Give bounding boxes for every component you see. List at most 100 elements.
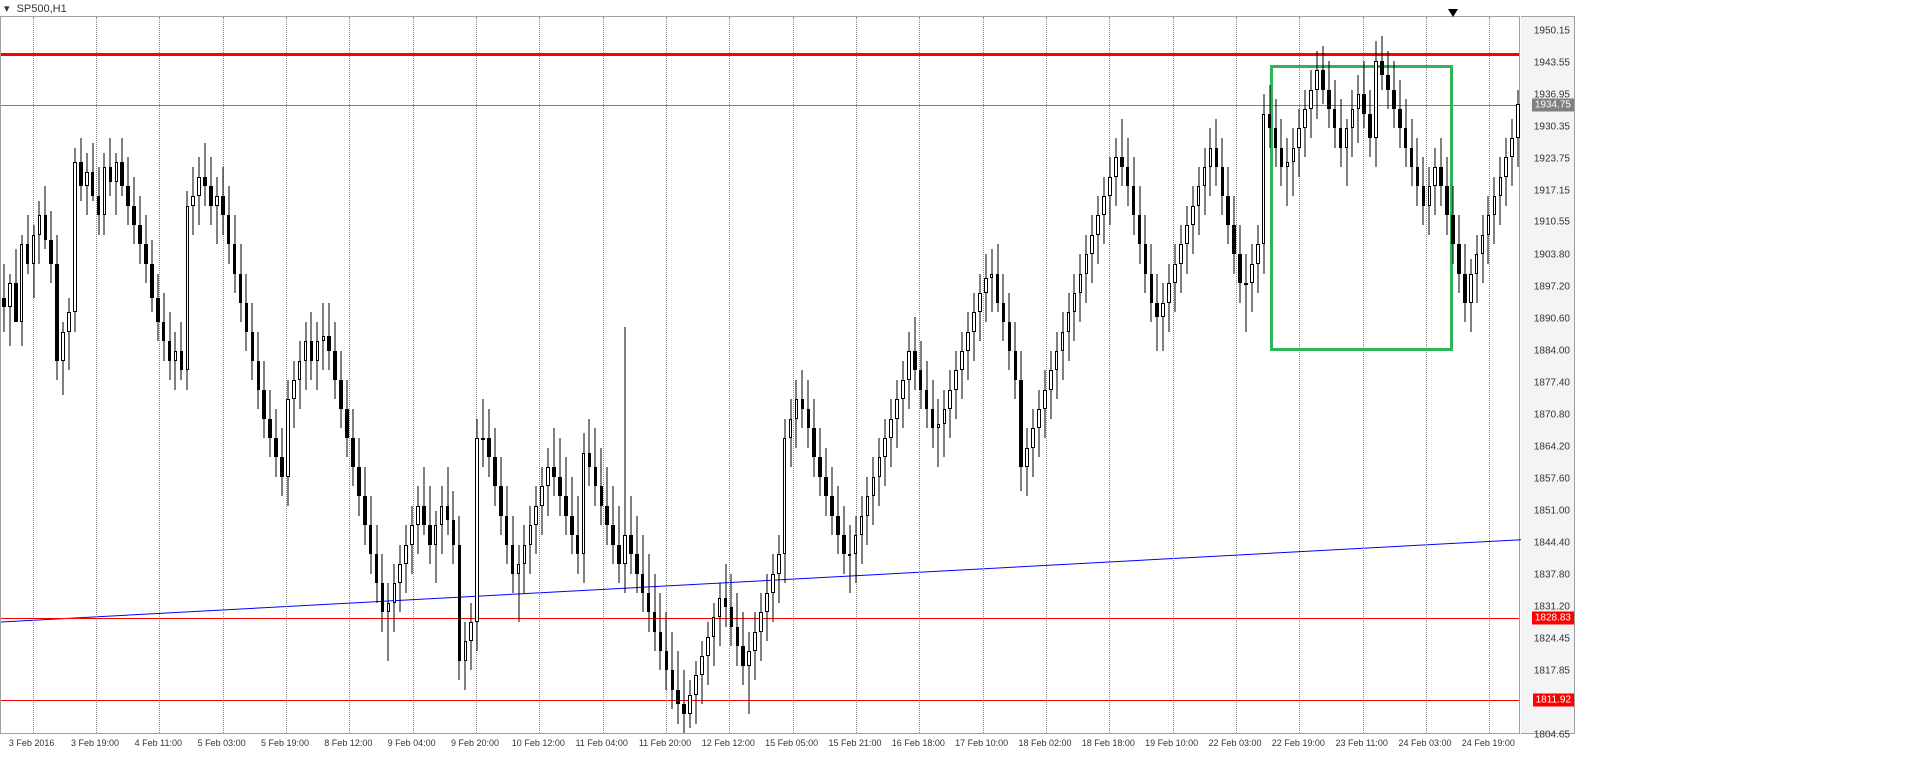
y-axis-tick: 1824.45	[1534, 634, 1570, 645]
candlestick	[103, 17, 107, 735]
candlestick	[570, 17, 574, 735]
y-axis-tick: 1890.60	[1534, 314, 1570, 325]
candlestick	[32, 17, 36, 735]
candlestick	[422, 17, 426, 735]
candlestick	[1422, 17, 1426, 735]
candlestick	[162, 17, 166, 735]
candlestick	[1286, 17, 1290, 735]
candlestick	[948, 17, 952, 735]
y-axis-tick: 1817.85	[1534, 666, 1570, 677]
candlestick	[345, 17, 349, 735]
candlestick	[292, 17, 296, 735]
candlestick	[1120, 17, 1124, 735]
y-axis[interactable]: 1950.151943.551936.951930.351923.751917.…	[1521, 16, 1575, 734]
candlestick	[688, 17, 692, 735]
y-axis-tick: 1930.35	[1534, 121, 1570, 132]
candlestick	[978, 17, 982, 735]
candlestick	[1433, 17, 1437, 735]
candlestick	[972, 17, 976, 735]
candlestick	[120, 17, 124, 735]
candlestick	[534, 17, 538, 735]
price-tag: 1934.75	[1532, 99, 1574, 112]
candlestick	[393, 17, 397, 735]
candlestick	[1061, 17, 1065, 735]
candlestick	[410, 17, 414, 735]
candlestick	[712, 17, 716, 735]
candlestick	[1416, 17, 1420, 735]
candlestick	[641, 17, 645, 735]
y-axis-tick: 1870.80	[1534, 409, 1570, 420]
x-axis-tick: 10 Feb 12:00	[512, 738, 565, 748]
candlestick	[1215, 17, 1219, 735]
candlestick	[280, 17, 284, 735]
candlestick	[789, 17, 793, 735]
candlestick	[960, 17, 964, 735]
x-axis-tick: 18 Feb 18:00	[1082, 738, 1135, 748]
candlestick	[375, 17, 379, 735]
candlestick	[505, 17, 509, 735]
candlestick	[1226, 17, 1230, 735]
chart-title-bar: ▾ SP500,H1	[4, 2, 67, 15]
x-axis-tick: 23 Feb 11:00	[1335, 738, 1387, 748]
candlestick	[481, 17, 485, 735]
candlestick	[351, 17, 355, 735]
chart-container: ▾ SP500,H1 1950.151943.551936.951930.351…	[0, 0, 1912, 769]
candlestick	[49, 17, 53, 735]
candlestick	[907, 17, 911, 735]
grid-line-vertical	[1236, 17, 1237, 733]
candlestick	[801, 17, 805, 735]
candlestick	[1238, 17, 1242, 735]
candlestick	[1469, 17, 1473, 735]
x-axis[interactable]: 3 Feb 20163 Feb 19:004 Feb 11:005 Feb 03…	[0, 734, 1520, 750]
candlestick	[1321, 17, 1325, 735]
candlestick	[2, 17, 6, 735]
dropdown-arrow-icon[interactable]: ▾	[4, 2, 10, 15]
candlestick	[1014, 17, 1018, 735]
candlestick	[1185, 17, 1189, 735]
x-axis-tick: 22 Feb 19:00	[1272, 738, 1325, 748]
x-axis-tick: 4 Feb 11:00	[135, 738, 182, 748]
candlestick	[180, 17, 184, 735]
candlestick	[1167, 17, 1171, 735]
candlestick	[878, 17, 882, 735]
candlestick	[1374, 17, 1378, 735]
x-axis-tick: 11 Feb 20:00	[639, 738, 691, 748]
candlestick	[1102, 17, 1106, 735]
candlestick	[848, 17, 852, 735]
candlestick	[404, 17, 408, 735]
price-tag: 1828.83	[1532, 611, 1574, 624]
candlestick	[1250, 17, 1254, 735]
candlestick	[8, 17, 12, 735]
candlestick	[1439, 17, 1443, 735]
candlestick	[475, 17, 479, 735]
y-axis-tick: 1877.40	[1534, 377, 1570, 388]
candlestick	[665, 17, 669, 735]
candlestick	[1055, 17, 1059, 735]
candlestick	[1327, 17, 1331, 735]
candlestick	[860, 17, 864, 735]
candlestick	[26, 17, 30, 735]
y-axis-tick: 1831.20	[1534, 601, 1570, 612]
candlestick	[1345, 17, 1349, 735]
candlestick	[582, 17, 586, 735]
candlestick	[1079, 17, 1083, 735]
marker-arrow-icon	[1448, 9, 1458, 17]
candlestick	[215, 17, 219, 735]
chart-plot-area[interactable]	[0, 16, 1520, 734]
candlestick	[1351, 17, 1355, 735]
candlestick	[895, 17, 899, 735]
candlestick	[132, 17, 136, 735]
candlestick	[818, 17, 822, 735]
candlestick	[310, 17, 314, 735]
candlestick	[1025, 17, 1029, 735]
y-axis-tick: 1910.55	[1534, 217, 1570, 228]
candlestick	[925, 17, 929, 735]
candlestick	[55, 17, 59, 735]
candlestick	[889, 17, 893, 735]
candlestick	[594, 17, 598, 735]
candlestick	[416, 17, 420, 735]
candlestick	[854, 17, 858, 735]
candlestick	[1209, 17, 1213, 735]
candlestick	[85, 17, 89, 735]
candlestick	[381, 17, 385, 735]
